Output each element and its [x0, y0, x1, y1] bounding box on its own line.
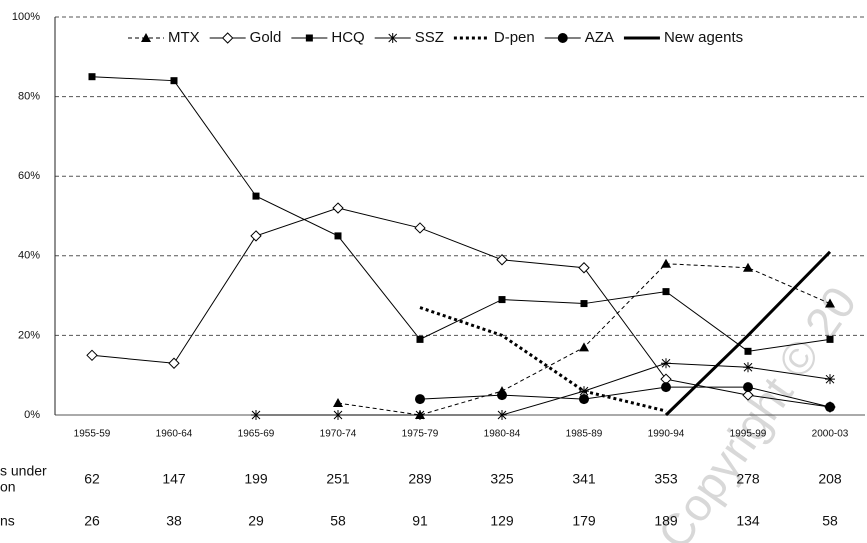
table-value: 189	[654, 513, 678, 529]
marker	[661, 358, 671, 369]
x-tick-label: 1980-84	[484, 429, 521, 440]
marker	[578, 262, 590, 274]
table-value: 251	[326, 471, 350, 487]
marker	[743, 262, 753, 272]
marker	[580, 300, 588, 308]
table-value: 147	[162, 471, 186, 487]
x-tick-label: 1965-69	[238, 429, 275, 440]
marker	[742, 389, 754, 401]
x-tick-label: 1995-99	[730, 429, 767, 440]
series-line	[91, 207, 831, 408]
marker	[498, 296, 506, 304]
marker	[250, 230, 262, 242]
table-value: 62	[84, 471, 100, 487]
x-tick-label: 2000-03	[812, 429, 849, 440]
marker	[88, 73, 96, 81]
marker	[170, 77, 178, 85]
marker	[743, 382, 753, 393]
x-tick-label: 1990-94	[648, 429, 685, 440]
row-label: s under	[0, 463, 47, 479]
x-tick-label: 1970-74	[320, 429, 357, 440]
marker	[332, 202, 344, 214]
marker	[496, 254, 508, 266]
table-value: 179	[572, 513, 596, 529]
marker	[416, 335, 424, 343]
table-value: 91	[412, 513, 428, 529]
legend-label: New agents	[664, 29, 743, 46]
marker	[415, 410, 425, 420]
row-label: on	[0, 479, 16, 495]
marker	[86, 349, 98, 362]
marker	[252, 192, 260, 200]
marker	[251, 410, 261, 420]
marker	[414, 222, 426, 234]
marker	[305, 34, 313, 42]
marker	[168, 357, 180, 369]
table-value: 278	[736, 471, 760, 487]
table-value: 208	[818, 471, 842, 487]
y-tick-label: 80%	[18, 91, 40, 103]
x-tick-label: 1975-79	[402, 429, 439, 440]
legend-label: MTX	[168, 29, 200, 46]
table-value: 26	[84, 513, 100, 529]
series-line	[91, 76, 831, 352]
legend-label: HCQ	[331, 29, 364, 46]
marker	[661, 382, 671, 393]
marker	[497, 410, 507, 420]
y-tick-label: 20%	[18, 329, 40, 341]
marker	[825, 402, 835, 413]
series-line	[419, 306, 667, 413]
marker	[661, 258, 671, 268]
table-value: 353	[654, 471, 678, 487]
row-label: ns	[0, 513, 15, 529]
table-value: 289	[408, 471, 432, 487]
marker	[579, 342, 589, 352]
y-tick-label: 40%	[18, 250, 40, 262]
marker	[221, 32, 234, 44]
table-value: 199	[244, 471, 268, 487]
marker	[333, 410, 343, 420]
legend-label: D-pen	[494, 29, 535, 46]
table-value: 341	[572, 471, 596, 487]
marker	[743, 362, 753, 373]
marker	[825, 374, 835, 385]
marker	[744, 347, 752, 355]
y-tick-label: 0%	[24, 409, 40, 421]
table-value: 38	[166, 513, 182, 529]
legend-label: Gold	[250, 29, 282, 46]
table-value: 29	[248, 513, 264, 529]
x-tick-label: 1955-59	[74, 429, 111, 440]
marker	[497, 390, 507, 401]
y-tick-label: 100%	[12, 11, 40, 23]
marker	[333, 398, 343, 408]
table-value: 58	[822, 513, 838, 529]
marker	[557, 33, 568, 43]
marker	[825, 298, 835, 308]
legend-label: SSZ	[415, 29, 444, 46]
marker	[579, 394, 589, 405]
table-value: 325	[490, 471, 514, 487]
marker	[662, 288, 670, 296]
table-value: 58	[330, 513, 346, 529]
series-line	[664, 250, 832, 417]
series-line	[256, 362, 831, 416]
x-tick-label: 1985-89	[566, 429, 603, 440]
marker	[387, 33, 398, 43]
table-value: 129	[490, 513, 514, 529]
series-line	[419, 386, 831, 408]
marker	[141, 33, 151, 42]
table-value: 134	[736, 513, 760, 529]
marker	[334, 232, 342, 240]
marker	[415, 394, 425, 405]
legend-label: AZA	[585, 29, 614, 46]
x-tick-label: 1960-64	[156, 429, 193, 440]
y-tick-label: 60%	[18, 170, 40, 182]
marker	[826, 335, 834, 343]
